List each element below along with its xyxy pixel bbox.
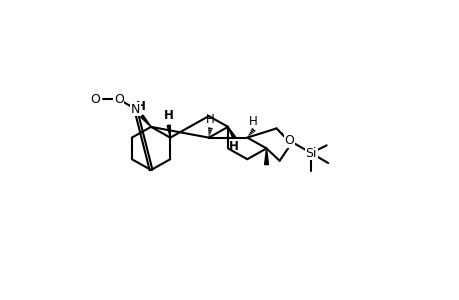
Text: Si: Si (305, 146, 316, 160)
Text: H: H (206, 113, 214, 126)
Text: H: H (136, 100, 146, 113)
Polygon shape (264, 148, 268, 165)
Text: H: H (248, 115, 257, 128)
Text: N: N (131, 103, 140, 116)
Text: H: H (229, 140, 239, 153)
Text: O: O (113, 93, 123, 106)
Text: H: H (163, 109, 174, 122)
Polygon shape (167, 125, 170, 138)
Polygon shape (140, 115, 151, 127)
Text: O: O (90, 93, 100, 106)
Polygon shape (228, 127, 235, 138)
Text: O: O (284, 134, 294, 147)
